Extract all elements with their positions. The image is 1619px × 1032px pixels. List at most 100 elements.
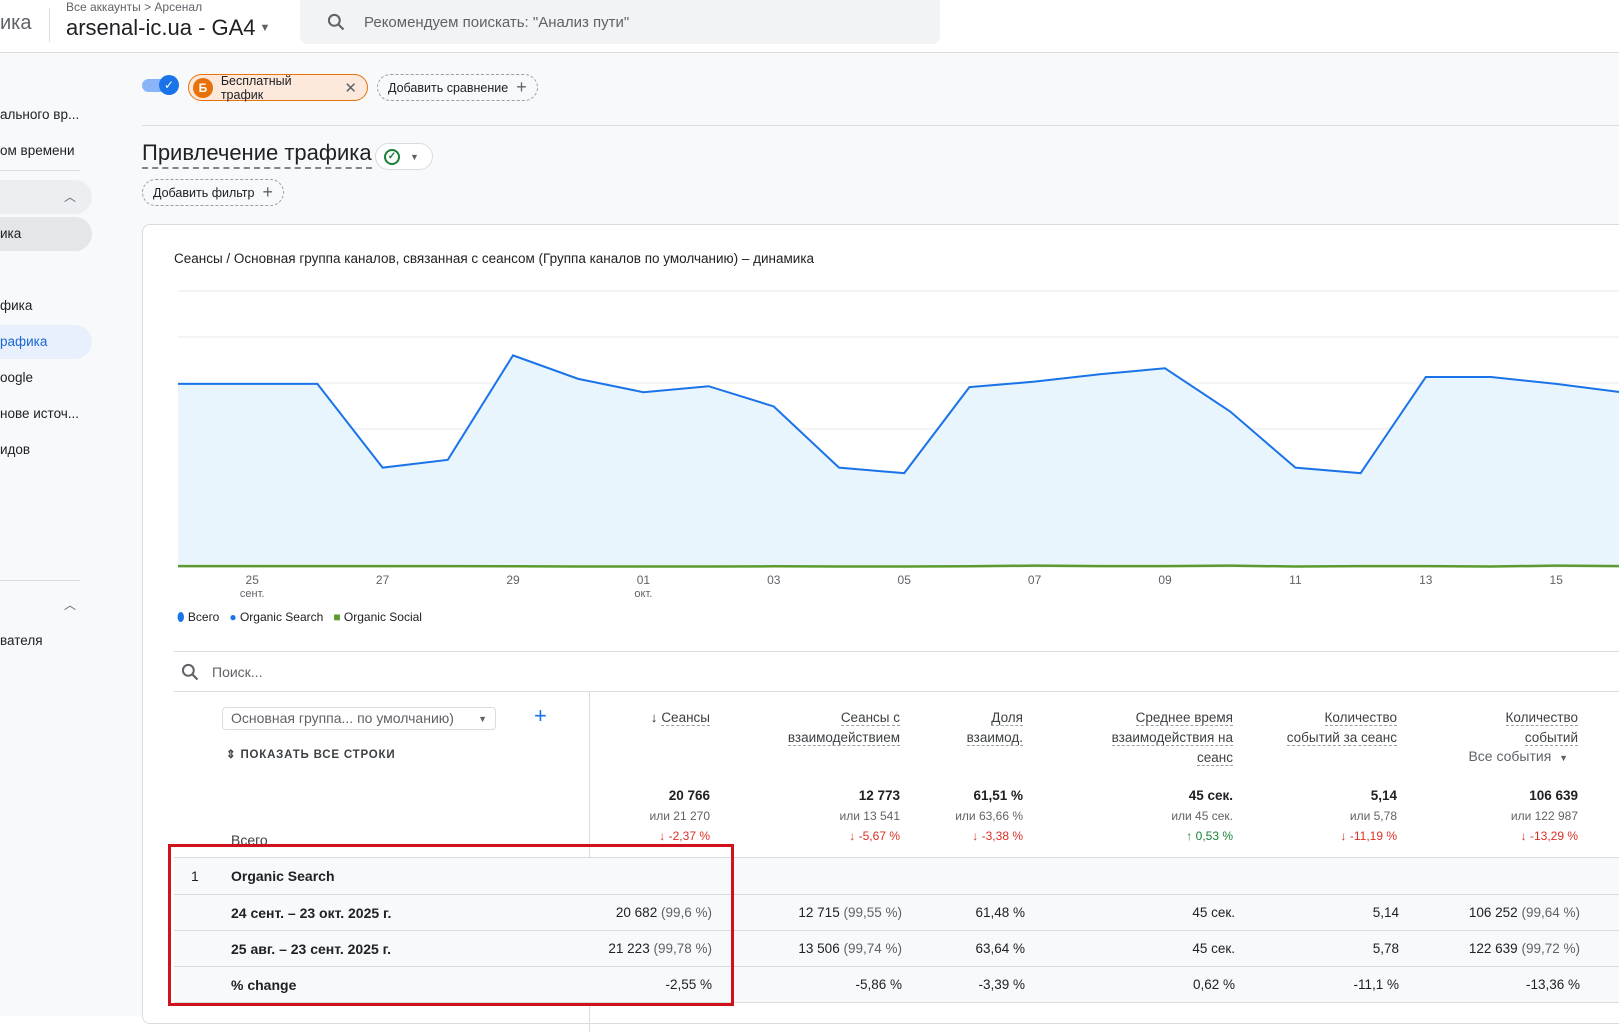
property-selector[interactable]: arsenal-ic.ua - GA4 ▼ [66, 15, 270, 41]
total-previous: или 63,66 % [955, 809, 1023, 823]
column-header[interactable]: ↓ Сеансы [650, 710, 710, 726]
total-value: 106 639 [1529, 788, 1578, 803]
table-cell: 45 сек. [1192, 905, 1235, 920]
divider [0, 170, 80, 171]
row-label: Organic Search [231, 868, 335, 884]
total-value: 20 766 [668, 788, 710, 803]
add-comparison-button[interactable]: Добавить сравнение + [377, 74, 538, 101]
add-filter-label: Добавить фильтр [153, 185, 255, 200]
total-change: ↓ -2,37 % [659, 829, 710, 843]
table-cell: 12 715 (99,55 %) [798, 905, 902, 920]
total-change: ↓ -5,67 % [849, 829, 900, 843]
events-filter-dropdown[interactable]: Все события ▼ [1468, 748, 1568, 764]
table-cell: 20 682 (99,6 %) [615, 905, 712, 920]
series-line-organic-social [178, 564, 1619, 568]
table-cell: 45 сек. [1192, 941, 1235, 956]
search-bar[interactable]: Рекомендуем поискать: "Анализ пути" [300, 0, 940, 44]
add-filter-button[interactable]: Добавить фильтр + [142, 179, 285, 206]
column-header[interactable]: Среднее время взаимодействия на сеанс [1111, 710, 1233, 766]
column-header[interactable]: Количество событий за сеанс [1286, 710, 1397, 746]
sort-arrow-icon: ↓ [650, 710, 662, 725]
total-previous: или 45 сек. [1171, 809, 1233, 823]
property-name: arsenal-ic.ua - GA4 [66, 15, 256, 40]
chart-legend: ⬮ Всего ● Organic Search ■ Organic Socia… [177, 610, 422, 625]
table-cell: -2,55 % [665, 977, 712, 992]
total-previous: или 5,78 [1349, 809, 1397, 823]
table-cell: -11,1 % [1353, 977, 1399, 992]
arrow-down-icon: ↓ [659, 829, 666, 843]
dimension-dropdown[interactable]: Основная группа... по умолчанию) ▼ [222, 707, 496, 730]
main-content: ✓ Б Бесплатный трафик ✕ Добавить сравнен… [142, 53, 1619, 1032]
x-tick-label: 09 [1158, 573, 1172, 587]
table-cell: 21 223 (99,78 %) [608, 941, 712, 956]
product-name: ика [0, 12, 32, 34]
row-label: % change [231, 977, 297, 993]
total-change: ↓ -13,29 % [1520, 829, 1578, 843]
sidebar-item[interactable]: ом времени [0, 143, 75, 158]
chevron-up-icon[interactable]: ︿ [64, 598, 77, 612]
page-title[interactable]: Привлечение трафика [142, 139, 372, 169]
legend-item-organic-search[interactable]: ● Organic Search [229, 610, 324, 624]
table-search[interactable]: Поиск... [174, 651, 1619, 692]
caret-down-icon: ▼ [259, 22, 271, 34]
report-status-button[interactable]: ✓ ▼ [375, 143, 433, 170]
divider [142, 125, 1619, 126]
show-all-rows-button[interactable]: ⇕ ПОКАЗАТЬ ВСЕ СТРОКИ [226, 749, 396, 761]
arrow-up-icon: ↑ [1186, 829, 1193, 843]
check-icon: ✓ [159, 75, 179, 95]
sidebar-item[interactable]: ика [0, 217, 92, 251]
total-previous: или 13 541 [839, 809, 900, 823]
column-header[interactable]: Сеансы с взаимодействием [787, 710, 900, 746]
table-cell: 122 639 (99,72 %) [1468, 941, 1580, 956]
table-row[interactable]: 25 авг. – 23 сент. 2025 г. 21 223 (99,78 … [174, 930, 1619, 966]
total-value: 45 сек. [1188, 788, 1233, 803]
sidebar-item[interactable]: вателя [0, 633, 43, 648]
x-tick-label: 03 [767, 573, 781, 587]
sidebar-item[interactable]: фика [0, 298, 33, 313]
x-tick-label: 27 [376, 573, 390, 587]
arrow-down-icon: ↓ [849, 829, 856, 843]
legend-item-total[interactable]: ⬮ Всего [177, 610, 220, 624]
table-row-group[interactable]: 1 Organic Search [174, 857, 1619, 894]
x-tick-label: 07 [1028, 573, 1042, 587]
sidebar: ального вр... ом времени ︿ ика фика рафи… [0, 53, 142, 1016]
table-cell: 63,64 % [975, 941, 1025, 956]
column-header[interactable]: Доля взаимод. [966, 710, 1023, 746]
segment-badge: Б [193, 77, 213, 98]
total-change: ↑ 0,53 % [1186, 829, 1233, 843]
column-header[interactable]: Количество событий [1505, 710, 1578, 746]
add-comparison-label: Добавить сравнение [388, 80, 509, 95]
chevron-up-icon[interactable]: ︿ [64, 190, 77, 204]
total-previous: или 122 987 [1510, 809, 1578, 823]
table-row[interactable]: 24 сент. – 23 окт. 2025 г. 20 682 (99,6 %… [174, 894, 1619, 930]
sidebar-item[interactable]: ального вр... [0, 107, 80, 122]
square-icon: ■ [333, 610, 341, 624]
divider [49, 8, 50, 42]
sidebar-item[interactable]: идов [0, 442, 31, 457]
close-icon[interactable]: ✕ [344, 79, 357, 97]
x-tick-label: 13 [1419, 573, 1433, 587]
chart-title: Сеансы / Основная группа каналов, связан… [174, 251, 815, 266]
legend-item-organic-social[interactable]: ■ Organic Social [333, 610, 422, 624]
divider [0, 580, 80, 581]
total-change: ↓ -11,19 % [1340, 829, 1397, 843]
arrow-down-icon: ↓ [972, 829, 979, 843]
table-row[interactable]: % change -2,55 % -5,86 % -3,39 % 0,62 % -11,1… [174, 966, 1619, 1002]
area-total [178, 354, 1619, 567]
sidebar-section-header[interactable] [0, 180, 92, 214]
add-dimension-plus-icon[interactable]: + [534, 703, 547, 728]
table-cell: 5,78 [1372, 941, 1399, 956]
x-tick-label: 25 [246, 573, 260, 587]
caret-down-icon: ▼ [1559, 753, 1568, 763]
sidebar-item-active[interactable]: рафика [0, 325, 92, 359]
segment-chip[interactable]: Б Бесплатный трафик ✕ [188, 73, 368, 102]
highlight-box [168, 844, 734, 1006]
breadcrumb[interactable]: Все аккаунты > Арсенал [66, 0, 203, 14]
table-cell: 61,48 % [975, 905, 1025, 920]
sidebar-item[interactable]: нове источ... [0, 406, 80, 421]
comparison-toggle[interactable]: ✓ [142, 75, 180, 95]
sidebar-item[interactable]: oogle [0, 370, 34, 385]
pin-icon: ⬮ [177, 610, 185, 624]
table-search-placeholder: Поиск... [212, 663, 263, 680]
segment-label: Бесплатный трафик [220, 73, 292, 102]
